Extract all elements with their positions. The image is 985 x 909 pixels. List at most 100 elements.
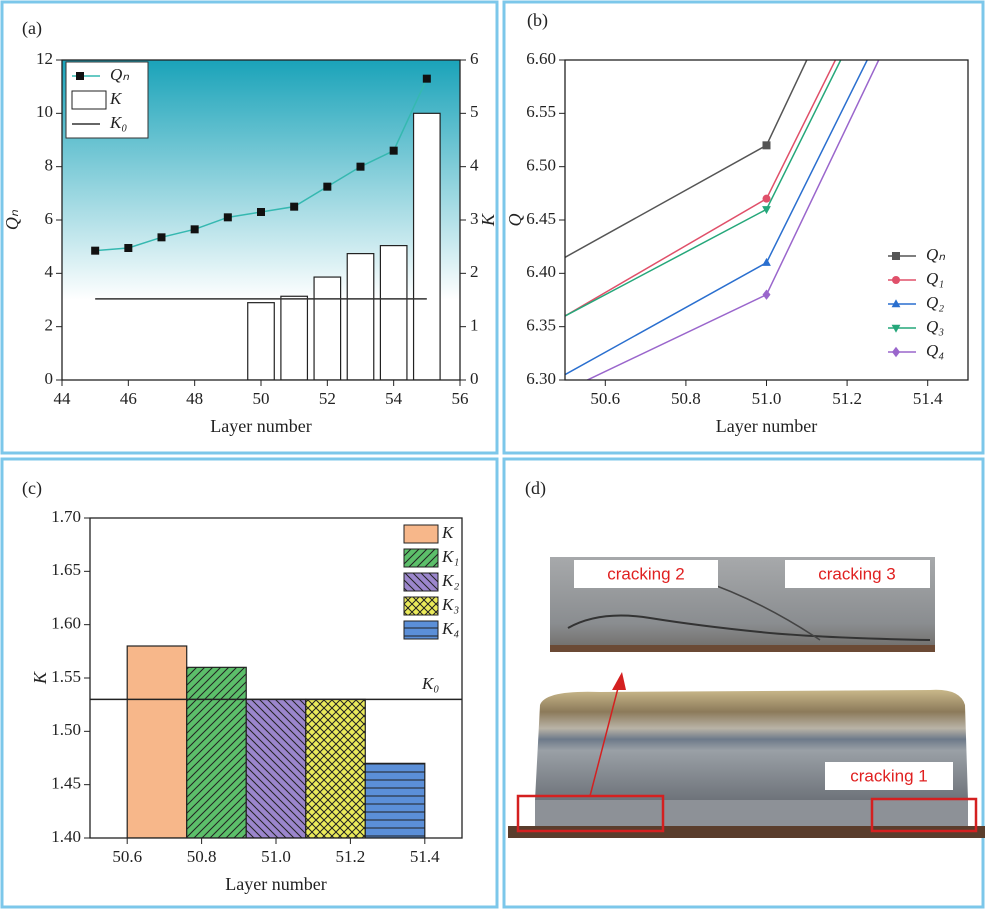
legend-label: Q₁ [926, 269, 944, 288]
x-tick-label: 48 [186, 389, 203, 408]
specimen-base [535, 800, 968, 828]
bar [347, 254, 374, 380]
panel-label: (d) [525, 478, 546, 499]
marker [763, 289, 771, 299]
legend-swatch [404, 525, 438, 543]
y-tick-label: 1.70 [51, 507, 81, 526]
legend-swatch [404, 597, 438, 615]
y2-axis-label: K [478, 213, 498, 227]
legend-label: K₂ [441, 571, 459, 590]
y2-tick-label: 6 [470, 49, 479, 68]
plot [90, 646, 462, 838]
panel-frame [504, 459, 983, 907]
x-axis-label: Layer number [716, 416, 817, 436]
y-tick-label: 4 [45, 262, 54, 281]
y-tick-label: 6.45 [526, 209, 556, 228]
y-tick-label: 10 [36, 102, 53, 121]
y-tick-label: 6 [45, 209, 54, 228]
x-tick-label: 46 [120, 389, 137, 408]
marker [763, 195, 771, 203]
legend-label: Qₙ [926, 245, 945, 264]
annotation: cracking 1 [850, 766, 927, 785]
marker [762, 258, 771, 266]
x-tick-label: 54 [385, 389, 403, 408]
y-tick-label: 6.35 [526, 316, 556, 335]
marker [423, 75, 431, 83]
marker [360, 481, 368, 491]
bar [365, 763, 425, 838]
marker [892, 276, 900, 284]
marker [191, 225, 199, 233]
y-tick-label: 1.65 [51, 560, 81, 579]
bar [187, 667, 247, 838]
legend-label: K₄ [441, 619, 459, 638]
x-tick-label: 51.4 [913, 389, 943, 408]
legend-swatch [404, 549, 438, 567]
x-tick-label: 51.2 [832, 389, 862, 408]
y-tick-label: 1.40 [51, 827, 81, 846]
marker [360, 429, 368, 437]
line-label: K₀ [421, 674, 439, 693]
arrow-head [612, 672, 626, 690]
marker [359, 482, 368, 490]
x-tick-label: 50.6 [590, 389, 620, 408]
y2-tick-label: 2 [470, 262, 479, 281]
y-tick-label: 12 [36, 49, 53, 68]
y-tick-label: 1.50 [51, 720, 81, 739]
x-tick-label: 50.8 [187, 847, 217, 866]
y-tick-label: 1.55 [51, 667, 81, 686]
x-tick-label: 51.0 [261, 847, 291, 866]
marker [892, 299, 901, 307]
marker [892, 252, 900, 260]
y2-tick-label: 1 [470, 316, 479, 335]
y2-tick-label: 0 [470, 369, 479, 388]
x-tick-label: 44 [54, 389, 72, 408]
marker [892, 347, 900, 357]
bar [281, 296, 308, 380]
photo: (d) cracking 2 cracking 3 cracking 1 [508, 478, 985, 838]
legend-label: K [441, 523, 455, 542]
legend-swatch [404, 573, 438, 591]
bar [314, 277, 341, 380]
annotation: cracking 2 [607, 564, 684, 583]
marker [158, 233, 166, 241]
x-tick-label: 51.2 [336, 847, 366, 866]
legend-swatch [404, 621, 438, 639]
legend-label: Q₃ [926, 317, 944, 336]
legend-swatch [72, 91, 106, 109]
marker [763, 141, 771, 149]
panel-label: (b) [527, 10, 548, 31]
x-tick-label: 51.0 [752, 389, 782, 408]
marker [290, 203, 298, 211]
panel-label: (a) [22, 18, 42, 39]
marker [91, 247, 99, 255]
annotation: cracking 3 [818, 564, 895, 583]
y-tick-label: 6.40 [526, 262, 556, 281]
bar [127, 646, 187, 838]
marker [257, 208, 265, 216]
marker [359, 419, 368, 427]
y-tick-label: 6.60 [526, 49, 556, 68]
x-axis-label: Layer number [225, 874, 326, 894]
figure: (d) cracking 2 cracking 3 cracking 1 (a)… [0, 0, 985, 909]
y-axis-label: Q [505, 214, 525, 227]
y-tick-label: 6.50 [526, 156, 556, 175]
y-tick-label: 6.30 [526, 369, 556, 388]
legend-label: K₁ [441, 547, 459, 566]
x-tick-label: 51.4 [410, 847, 440, 866]
marker [76, 72, 84, 80]
y-tick-label: 6.55 [526, 102, 556, 121]
bar [246, 699, 306, 838]
bar [414, 113, 441, 380]
y2-tick-label: 5 [470, 102, 479, 121]
x-tick-label: 50.8 [671, 389, 701, 408]
panel-frame [504, 2, 983, 453]
y-tick-label: 1.60 [51, 614, 81, 633]
marker [357, 163, 365, 171]
panel-label: (c) [22, 478, 42, 499]
x-tick-label: 50 [253, 389, 270, 408]
x-tick-label: 52 [319, 389, 336, 408]
x-tick-label: 56 [452, 389, 469, 408]
